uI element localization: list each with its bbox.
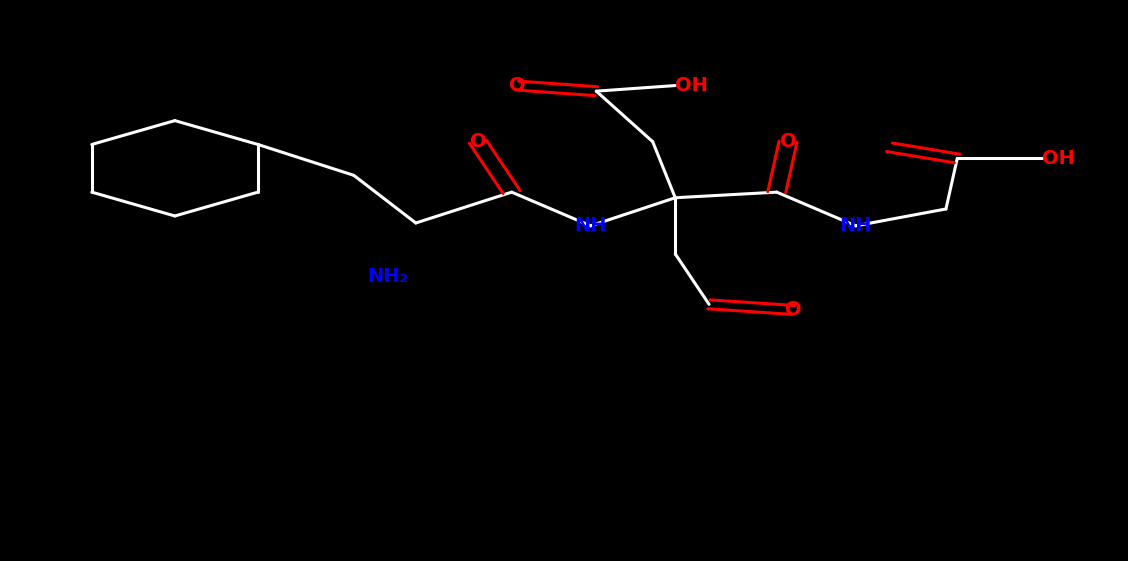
Text: O: O (785, 301, 802, 319)
Text: NH₂: NH₂ (367, 267, 408, 286)
Text: NH: NH (574, 217, 607, 235)
Text: NH: NH (839, 217, 872, 235)
Text: O: O (469, 132, 486, 151)
Text: OH: OH (1042, 149, 1075, 168)
Text: O: O (509, 76, 526, 95)
Text: O: O (779, 132, 796, 151)
Text: OH: OH (676, 76, 708, 95)
